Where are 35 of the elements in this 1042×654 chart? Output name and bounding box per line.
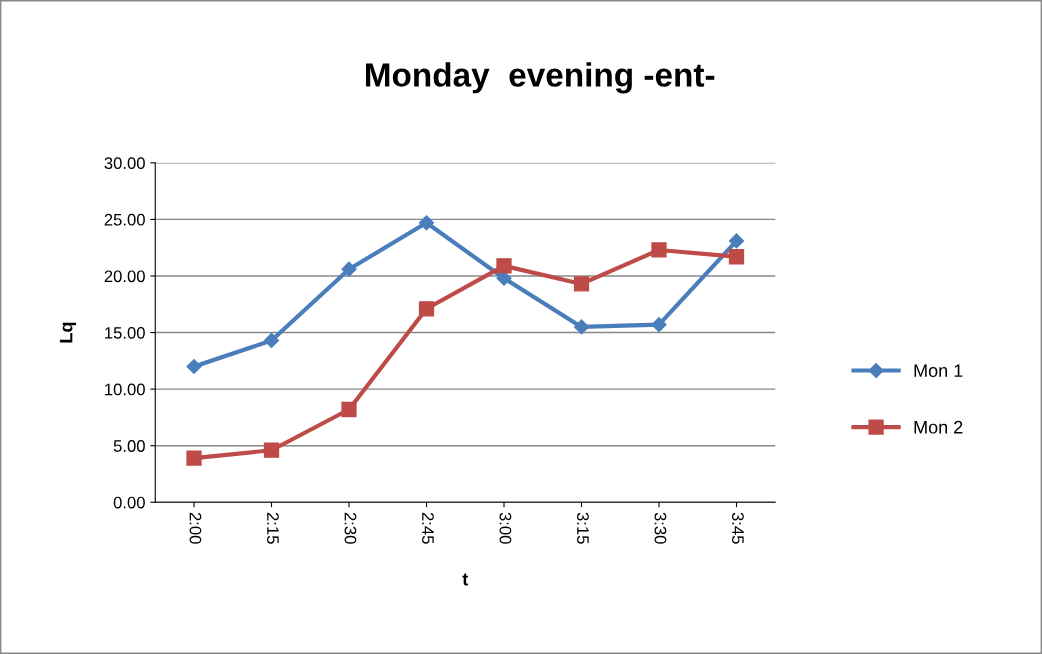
point [418, 215, 435, 231]
x-tick-label: 3:30 [654, 512, 667, 544]
x-tick-label: 2:45 [422, 512, 434, 544]
point [186, 358, 202, 375]
point [496, 258, 512, 274]
x-axis-title: t [462, 573, 469, 586]
x-tick-label: 3:15 [577, 512, 589, 544]
point [263, 332, 280, 349]
y-tick-label: 5.00 [113, 440, 145, 452]
point [651, 317, 667, 333]
y-tick-label: 0.00 [113, 496, 145, 509]
x-tick-label: 3:00 [499, 512, 512, 544]
y-tick-label: 20.00 [104, 270, 145, 283]
point [651, 242, 667, 258]
y-axis-title: Lq [59, 322, 77, 343]
y-tick-label: 25.00 [104, 213, 145, 226]
x-tick-label: 2:15 [267, 512, 279, 544]
point [418, 301, 435, 317]
chart-title: Monday evening -ent- [365, 62, 715, 94]
point [728, 249, 745, 265]
point [341, 261, 357, 277]
x-tick-label: 2:00 [189, 512, 202, 544]
x-tick-label: 2:30 [344, 512, 357, 544]
legend-label: Mon 2 [914, 420, 963, 434]
point [573, 276, 590, 292]
y-tick-label: 15.00 [105, 326, 145, 339]
point [573, 319, 590, 335]
point [186, 450, 202, 466]
y-tick-label: 30.00 [104, 157, 145, 170]
point [728, 233, 745, 249]
legend-label: Mon 1 [914, 364, 963, 378]
point [341, 401, 357, 418]
y-tick-label: 10.00 [105, 383, 145, 396]
point [263, 442, 280, 458]
x-tick-label: 3:45 [732, 512, 744, 544]
